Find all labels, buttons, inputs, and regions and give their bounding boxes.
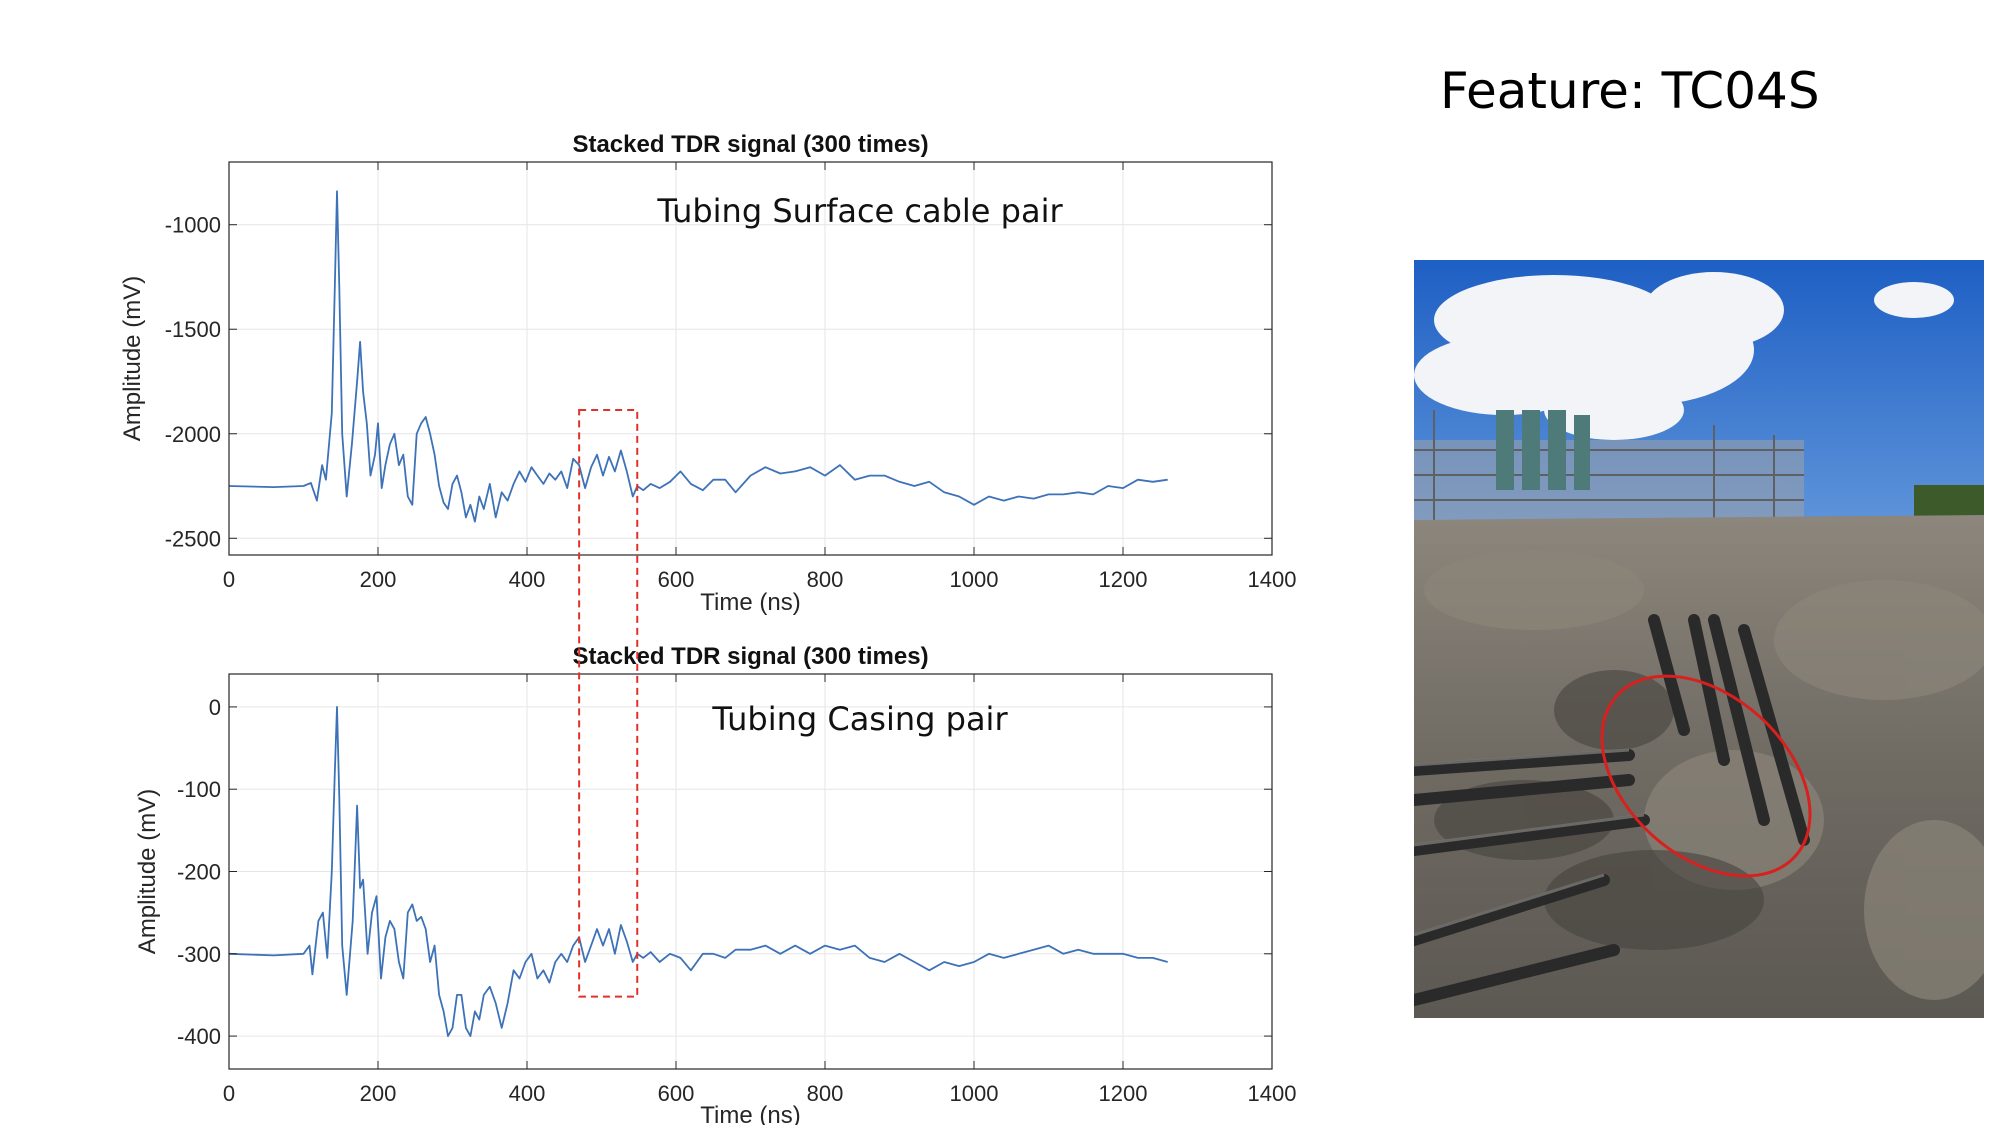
- chart1-annotation: Tubing Surface cable pair: [656, 192, 1063, 230]
- chart1-title: Stacked TDR signal (300 times): [572, 131, 928, 158]
- chart1-ylabel: Amplitude (mV): [119, 276, 146, 441]
- chart2-signal-line: [228, 706, 1168, 1037]
- chart1-xtick-label: 1400: [1248, 567, 1297, 592]
- chart1-signal-line: [228, 190, 1168, 523]
- chart1-ytick-label: -1500: [165, 317, 221, 342]
- clouds: [1414, 272, 1954, 440]
- chart2-ytick-label: -100: [177, 777, 221, 802]
- chart2-xtick-label: 1200: [1099, 1081, 1148, 1106]
- chart2-xtick-label: 600: [658, 1081, 695, 1106]
- chart2-title: Stacked TDR signal (300 times): [572, 643, 928, 670]
- chart2-xlabel: Time (ns): [700, 1102, 800, 1125]
- chart2-xtick-label: 400: [509, 1081, 546, 1106]
- chart1-xtick-label: 400: [509, 567, 546, 592]
- chart2-xtick-label: 200: [360, 1081, 397, 1106]
- chart2-xtick-label: 0: [223, 1081, 235, 1106]
- chart2-ytick-label: -400: [177, 1024, 221, 1049]
- chart1-axes-box: [228, 161, 1273, 556]
- chart1-xtick-label: 200: [360, 567, 397, 592]
- chart2-xtick-label: 800: [807, 1081, 844, 1106]
- slide-title: Feature: TC04S: [1440, 62, 1820, 120]
- chart1-xtick-label: 1200: [1099, 567, 1148, 592]
- site-photo: [1414, 260, 1984, 1018]
- chart1-xtick-label: 600: [658, 567, 695, 592]
- chart2-annotation: Tubing Casing pair: [711, 700, 1008, 738]
- chart2-ytick-label: 0: [209, 695, 221, 720]
- chart2-xtick-label: 1000: [950, 1081, 999, 1106]
- chart2-xtick-label: 1400: [1248, 1081, 1297, 1106]
- chart1-plot-area: [229, 162, 1272, 555]
- chart1-xtick-label: 0: [223, 567, 235, 592]
- chart1-ytick-label: -2000: [165, 422, 221, 447]
- industrial-plant: [1414, 410, 1804, 520]
- chart1-ytick-label: -1000: [165, 213, 221, 238]
- chart2-ytick-label: -200: [177, 860, 221, 885]
- chart2-ylabel: Amplitude (mV): [134, 789, 161, 954]
- chart1-ytick-label: -2500: [165, 526, 221, 551]
- feature-ellipse: [1600, 674, 1812, 878]
- chart1-xtick-label: 1000: [950, 567, 999, 592]
- chart1-xtick-label: 800: [807, 567, 844, 592]
- chart1-xlabel: Time (ns): [700, 589, 800, 616]
- highlight-region-box: [578, 409, 639, 998]
- tdr-charts: 0 200 400 600 800 1000 1200 1400-2500-2000-1500…: [119, 131, 1297, 1125]
- chart2-ytick-label: -300: [177, 942, 221, 967]
